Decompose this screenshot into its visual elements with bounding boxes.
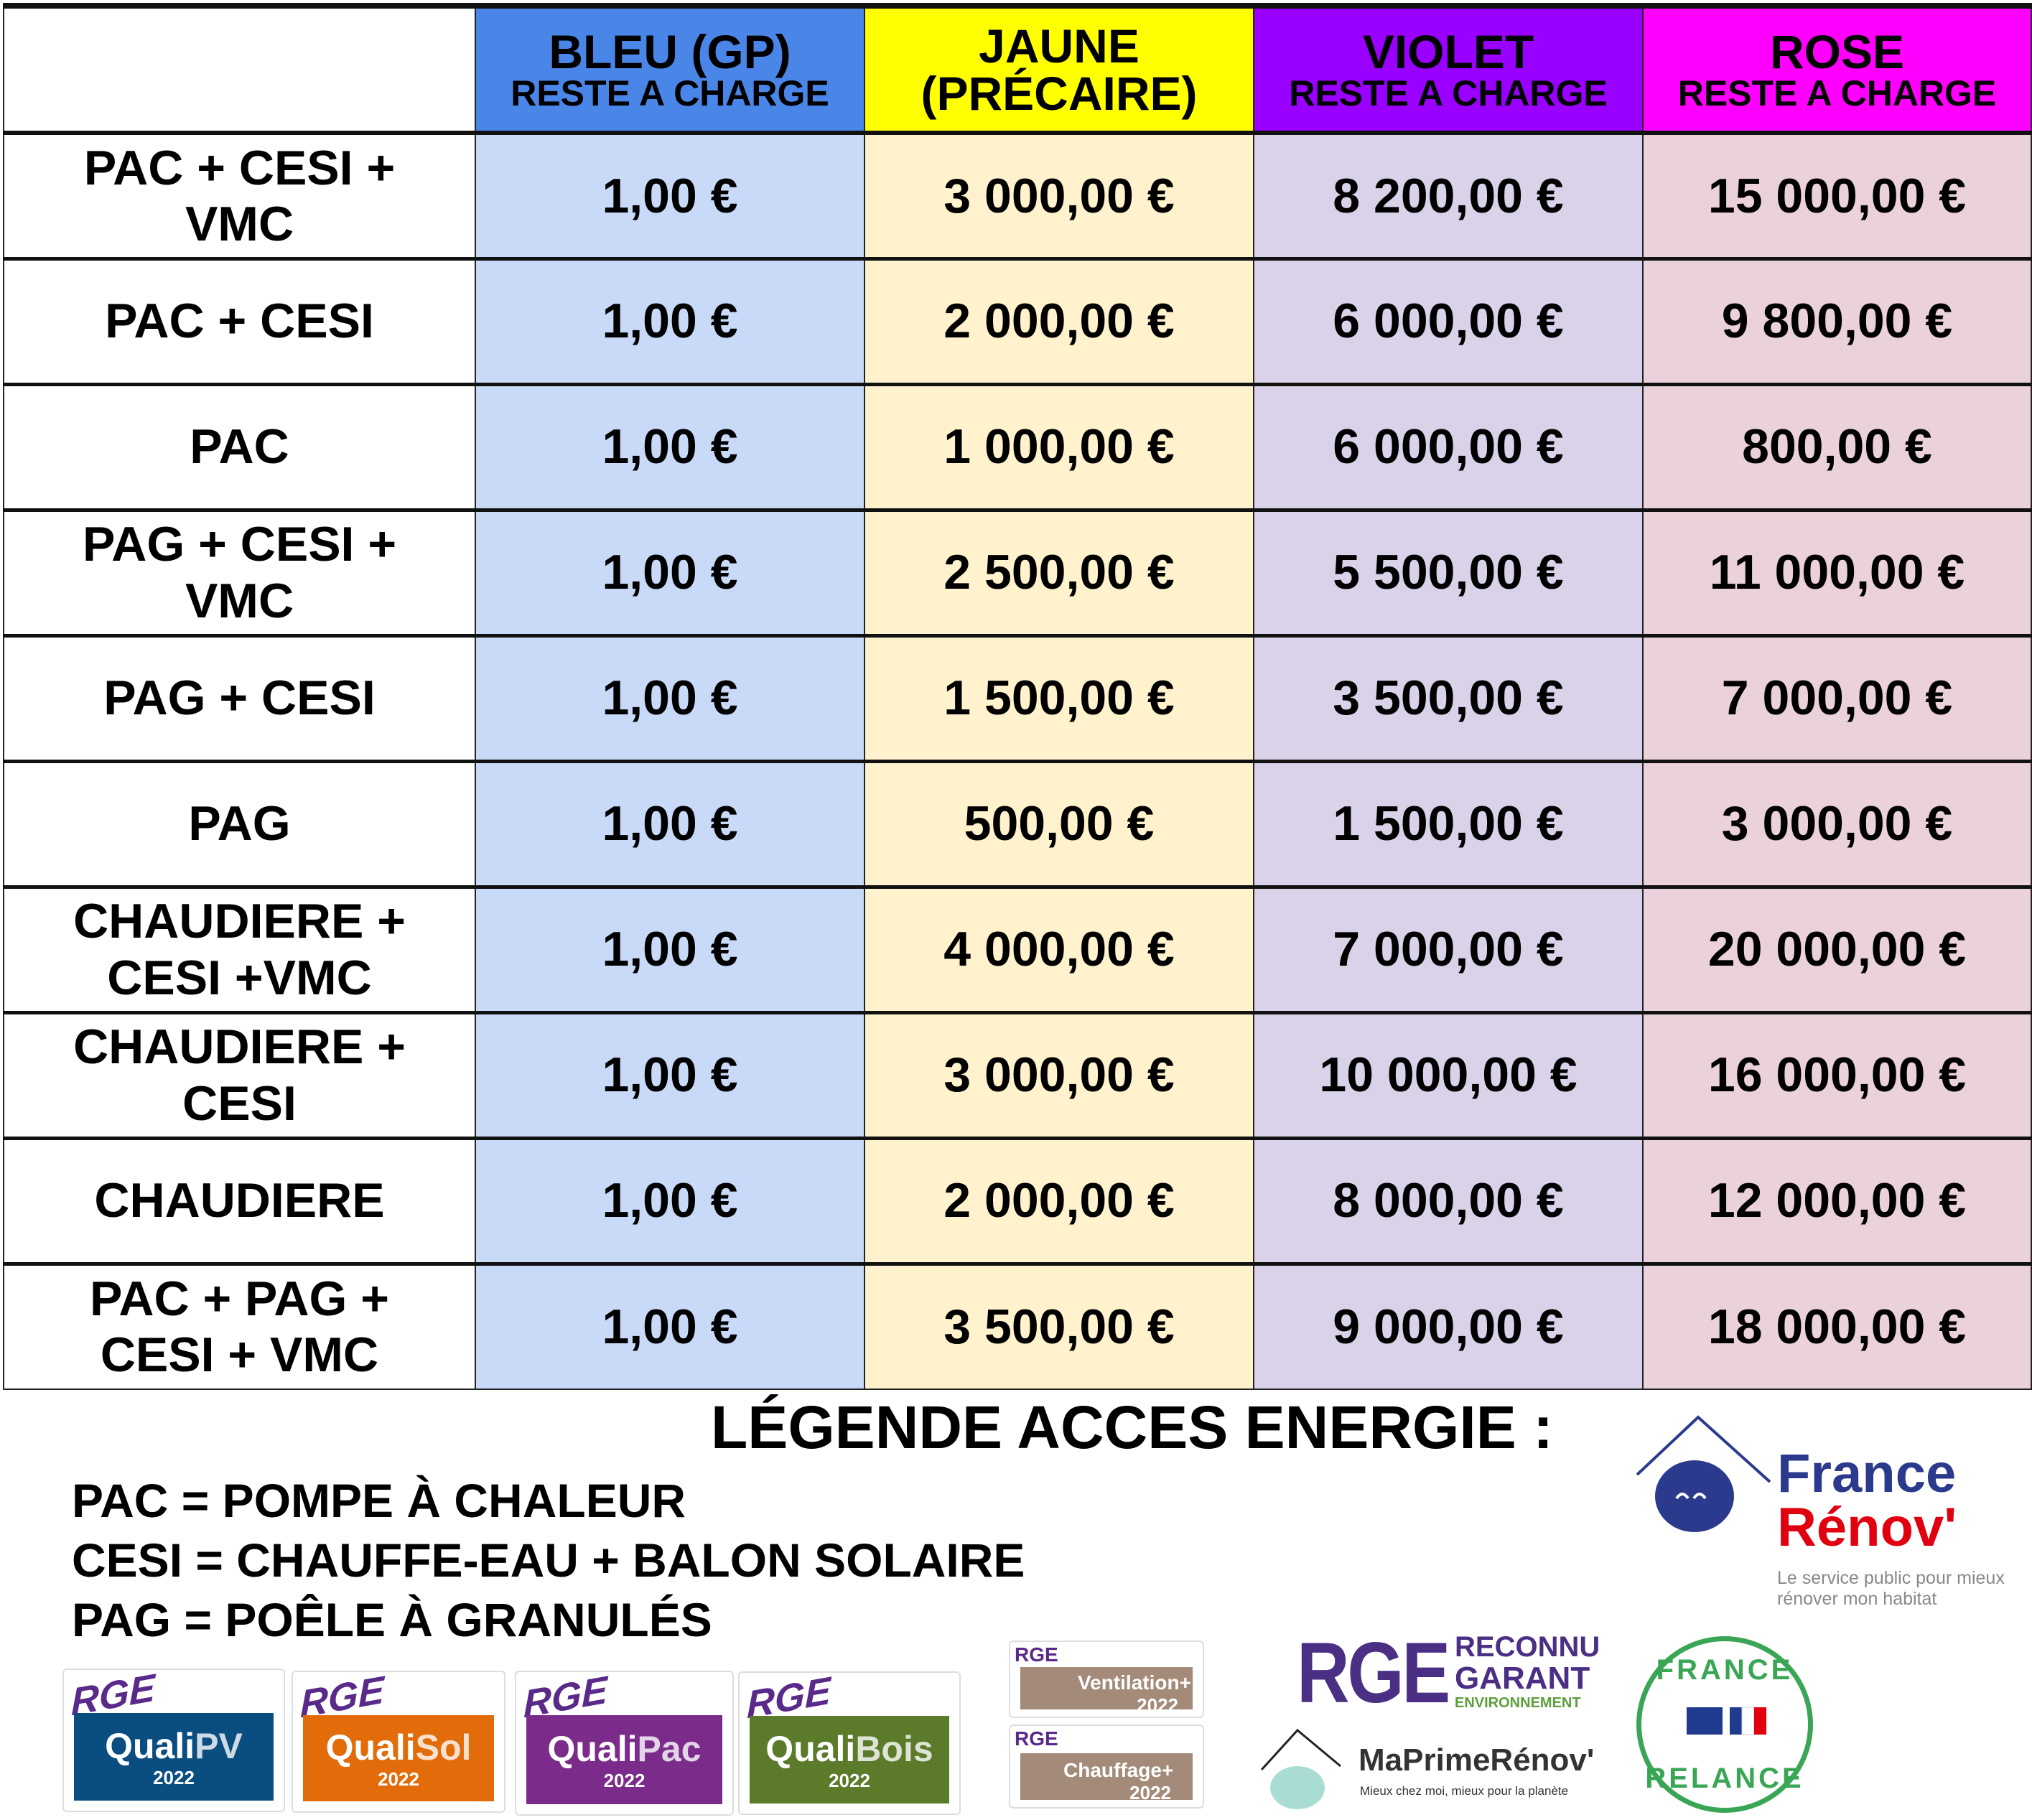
house-icon [1636,1415,1771,1532]
price-cell: 7 000,00 € [1642,633,2032,762]
table-row: PAC + PAG + CESI + VMC 1,00 €3 500,00 €9 … [3,1261,2032,1390]
row-label: PAG + CESI + VMC [3,508,476,636]
row-label: PAC [3,382,476,510]
table-row: PAC + CESI 1,00 €2 000,00 €6 000,00 €9 80… [3,256,2032,385]
legend-cesi: CESI = CHAUFFE-EAU + BALON SOLAIRE [72,1534,1025,1587]
price-cell: 1,00 € [475,256,865,385]
price-cell: 15 000,00 € [1642,131,2032,259]
header-title: JAUNE [979,19,1139,73]
price-cell: 16 000,00 € [1642,1010,2032,1139]
price-cell: 6 000,00 € [1253,256,1644,385]
column-header-1: BLEU (GP) RESTE A CHARGE [475,3,865,135]
column-header-0 [3,3,476,135]
rge-garant-logo: RGE RECONNU GARANT ENVIRONNEMENT [1297,1625,1600,1721]
price-cell: 9 000,00 € [1253,1261,1644,1390]
price-cell: 1,00 € [475,885,865,1013]
table-row: PAC 1,00 €1 000,00 €6 000,00 €800,00 € [3,382,2032,510]
price-cell: 4 000,00 € [864,885,1254,1013]
price-cell: 7 000,00 € [1253,885,1644,1013]
price-cell: 3 000,00 € [864,131,1254,259]
rge-ventilation-logo: RGE Ventilation+ 2022 [1009,1641,1204,1718]
price-cell: 3 000,00 € [1642,759,2032,887]
price-cell: 8 200,00 € [1253,131,1644,259]
header-subtitle: RESTE A CHARGE [1677,73,1997,113]
quali-pac-logo: RGE QualiPac 2022 [515,1671,734,1816]
price-cell: 1,00 € [475,508,865,636]
price-cell: 2 500,00 € [864,508,1254,636]
price-cell: 3 500,00 € [1253,633,1644,762]
column-header-2: JAUNE (PRÉCAIRE) [864,3,1254,135]
header-subtitle: RESTE A CHARGE [1289,73,1608,113]
row-label: PAC + CESI [3,256,476,385]
france-renov-logo: France Rénov' Le service public pour mie… [1633,1414,2025,1615]
price-cell: 2 000,00 € [864,1136,1254,1264]
quali-bois-logo: RGE QualiBois 2022 [738,1671,961,1815]
price-cell: 500,00 € [864,759,1254,887]
header-subtitle: (PRÉCAIRE) [921,67,1198,120]
price-cell: 12 000,00 € [1642,1136,2032,1264]
maprimerenov-logo: MaPrimeRénov' Mieux chez moi, mieux pour… [1258,1727,1595,1809]
legend-title: LÉGENDE ACCES ENERGIE : [711,1394,1554,1461]
row-label: PAC + CESI + VMC [3,131,476,259]
price-cell: 1 500,00 € [1253,759,1644,887]
price-cell: 8 000,00 € [1253,1136,1644,1264]
legend-pac: PAC = POMPE À CHALEUR [72,1474,686,1527]
header-title: ROSE [1769,25,1905,78]
header-subtitle: RESTE A CHARGE [511,73,829,113]
price-cell: 6 000,00 € [1253,382,1644,510]
quali-pv-logo: RGE QualiPV 2022 [62,1669,285,1812]
price-cell: 11 000,00 € [1642,508,2032,636]
row-label: PAG + CESI [3,633,476,762]
row-label: PAG [3,759,476,887]
price-cell: 3 000,00 € [864,1010,1254,1139]
header-title: BLEU (GP) [549,25,791,78]
price-cell: 1,00 € [475,1136,865,1264]
price-cell: 1,00 € [475,633,865,762]
table-row: PAG 1,00 €500,00 €1 500,00 €3 000,00 € [3,759,2032,887]
price-cell: 20 000,00 € [1642,885,2032,1013]
price-cell: 5 500,00 € [1253,508,1644,636]
price-cell: 1 500,00 € [864,633,1254,762]
row-label: CHAUDIERE [3,1136,476,1264]
header-title: VIOLET [1362,25,1534,78]
price-cell: 3 500,00 € [864,1261,1254,1390]
price-table: BLEU (GP) RESTE A CHARGE JAUNE (PRÉCAIRE) VI… [3,3,2032,1390]
table-row: PAG + CESI + VMC 1,00 €2 500,00 €5 500,00… [3,508,2032,636]
price-cell: 1,00 € [475,382,865,510]
price-cell: 1,00 € [475,759,865,887]
row-label: PAC + PAG + CESI + VMC [3,1261,476,1390]
table-row: PAG + CESI 1,00 €1 500,00 €3 500,00 €7 00… [3,633,2032,762]
flags-icon [1687,1707,1766,1735]
row-label: CHAUDIERE + CESI [3,1010,476,1139]
quali-sol-logo: RGE QualiSol 2022 [292,1671,505,1813]
house-icon [1260,1728,1341,1809]
price-cell: 1,00 € [475,1010,865,1139]
table-row: CHAUDIERE + CESI 1,00 €3 000,00 €10 000,0… [3,1010,2032,1139]
column-header-3: VIOLET RESTE A CHARGE [1253,3,1644,135]
price-cell: 10 000,00 € [1253,1010,1644,1139]
price-cell: 2 000,00 € [864,256,1254,385]
price-cell: 1,00 € [475,1261,865,1390]
row-label: CHAUDIERE + CESI +VMC [3,885,476,1013]
price-cell: 1,00 € [475,131,865,259]
column-header-4: ROSE RESTE A CHARGE [1642,3,2032,135]
rge-chauffage-logo: RGE Chauffage+ 2022 [1009,1725,1204,1809]
table-row: CHAUDIERE + CESI +VMC 1,00 €4 000,00 €7 0… [3,885,2032,1013]
table-row: PAC + CESI + VMC 1,00 €3 000,00 €8 200,00… [3,131,2032,259]
price-cell: 1 000,00 € [864,382,1254,510]
price-cell: 9 800,00 € [1642,256,2032,385]
table-row: CHAUDIERE 1,00 €2 000,00 €8 000,00 €12 00… [3,1136,2032,1264]
price-cell: 800,00 € [1642,382,2032,510]
france-relance-logo: FRANCE RELANCE [1636,1636,1813,1813]
legend-pag: PAG = POÊLE À GRANULÉS [72,1593,712,1646]
price-cell: 18 000,00 € [1642,1261,2032,1390]
